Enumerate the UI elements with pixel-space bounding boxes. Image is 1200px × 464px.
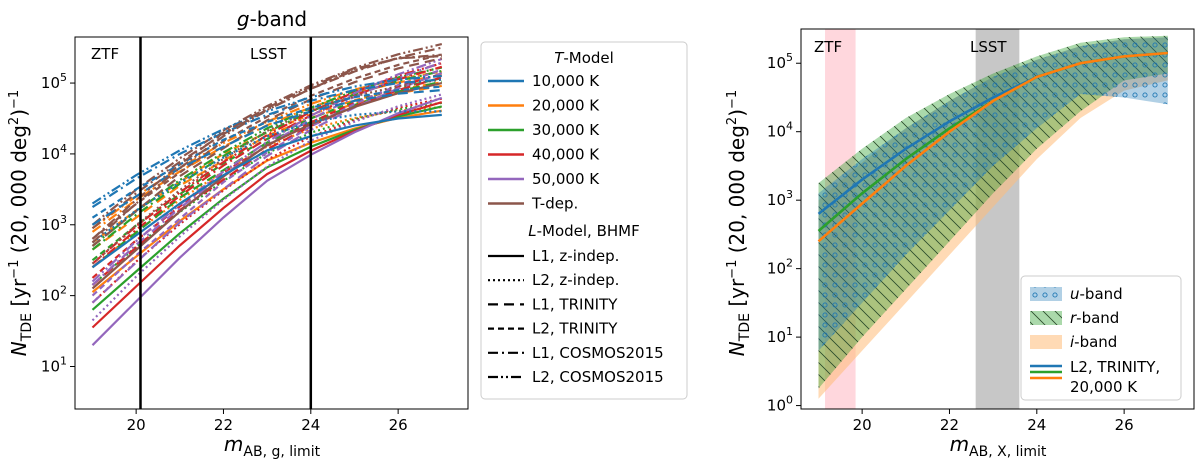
left-series-line (91, 72, 443, 304)
legend-temperature-label: 20,000 K (532, 97, 600, 115)
legend-band-label: u-band (1070, 285, 1123, 303)
left-series-line (91, 96, 443, 346)
legend-l-model-label: L1, TRINITY (532, 295, 618, 313)
left-y-tick-label: 104 (41, 142, 67, 163)
left-series-line (91, 55, 442, 244)
right-x-axis-label: mAB, X, limit (950, 432, 1047, 460)
left-x-axis-label: mAB, g, limit (224, 432, 321, 460)
left-x-tick-label: 22 (214, 416, 233, 434)
left-vline-label-lsst: LSST (250, 45, 287, 63)
left-y-tick-label: 102 (41, 284, 67, 305)
legend-temperature-label: 40,000 K (532, 146, 600, 164)
right-y-tick-label: 105 (767, 51, 793, 72)
left-title: g-band (237, 7, 307, 31)
left-y-tick-label: 103 (41, 213, 67, 234)
left-series-line (91, 78, 442, 209)
right-y-tick-label: 100 (767, 394, 793, 415)
right-axes-frame (800, 28, 1195, 410)
left-x-tick-label: 24 (301, 416, 320, 434)
legend-band-hatch (1030, 311, 1062, 325)
left-series-line (91, 43, 443, 226)
legend-l-model-label: L1, z-indep. (532, 247, 619, 265)
legend-l-model-entries: L1, z-indep. L2, z-indep. L1, TRINITY L2, T… (488, 247, 664, 386)
right-panel: 20 22 24 26 100 101 102 103 104 105 ZTF LSST mAB,… (725, 28, 1195, 460)
left-series-line (91, 101, 442, 286)
legend-temperature-label: 10,000 K (532, 72, 600, 90)
right-band-hatch (818, 35, 1168, 389)
legend-l-model-label: L2, TRINITY (532, 320, 618, 338)
right-x-tick-label: 22 (940, 416, 959, 434)
left-y-tick-label: 101 (41, 354, 67, 375)
left-vline-label-ztf: ZTF (91, 45, 119, 63)
right-span-label-lsst: LSST (970, 38, 1007, 56)
legend-band-swatch (1030, 335, 1062, 349)
left-series-line (91, 78, 442, 265)
legend-temperature-entries: 10,000 K 20,000 K 30,000 K 40,000 K 50,000 K… (488, 72, 600, 213)
left-series-line (91, 97, 443, 304)
right-x-tick-label: 24 (1027, 416, 1046, 434)
right-legend: u-band r-band i-band L2, TRINITY, 20,000 K (1020, 275, 1182, 401)
left-series-line (91, 93, 443, 322)
left-series-line (91, 57, 443, 283)
left-series-line (91, 110, 442, 244)
right-x-tick-label: 20 (853, 416, 872, 434)
right-x-tick-label: 26 (1115, 416, 1134, 434)
left-series-line (91, 89, 442, 226)
right-plot-area (817, 29, 1168, 409)
legend-band-hatch (1030, 287, 1062, 301)
legend-l-model-label: L2, z-indep. (532, 271, 619, 289)
legend-temperature-label: 50,000 K (532, 170, 600, 188)
right-y-axis-label: NTDE [yr−1 (20, 000 deg2)−1 (725, 90, 753, 356)
legend-line-label: 20,000 K (1070, 378, 1138, 396)
legend-l-model-label: L2, COSMOS2015 (532, 368, 664, 386)
right-y-tick-label: 103 (767, 188, 793, 209)
left-legend: T-Model 10,000 K 20,000 K 30,000 K 40,000 K… (480, 41, 688, 400)
legend-band-label: r-band (1070, 309, 1119, 327)
left-plot-area (91, 37, 443, 409)
legend-line-label: L2, TRINITY, (1070, 358, 1160, 376)
left-series-line (91, 57, 443, 247)
left-y-axis-label: NTDE [yr−1 (20, 000 deg2)−1 (7, 90, 35, 356)
legend-temperature-label: T-dep. (531, 195, 578, 213)
left-series-line (91, 113, 442, 269)
left-x-tick-label: 26 (389, 416, 408, 434)
legend-temperature-label: 30,000 K (532, 121, 600, 139)
left-axes-frame (74, 36, 469, 410)
left-series-line (91, 82, 443, 290)
left-y-tick-label: 105 (41, 71, 67, 92)
legend-l-title: L-Model, BHMF (528, 222, 639, 240)
legend-l-model-label: L1, COSMOS2015 (532, 344, 664, 362)
right-y-tick-label: 102 (767, 257, 793, 278)
right-series-line (817, 51, 1168, 243)
left-series-line (91, 74, 442, 205)
right-y-tick-label: 101 (767, 325, 793, 346)
left-series-line (91, 53, 443, 240)
right-y-tick-label: 104 (767, 120, 793, 141)
left-legend-frame (480, 41, 688, 400)
legend-band-entries: u-band r-band i-band L2, TRINITY, 20,000 K (1030, 285, 1160, 396)
left-ticks: 20 22 24 26 101 102 103 104 105 (41, 71, 408, 434)
right-span-label-ztf: ZTF (814, 38, 842, 56)
legend-band-label: i-band (1070, 333, 1117, 351)
right-legend-frame (1020, 275, 1182, 401)
left-x-tick-label: 20 (127, 416, 146, 434)
left-series-line (91, 68, 443, 297)
right-ticks: 20 22 24 26 100 101 102 103 104 105 (767, 51, 1134, 434)
legend-t-title: T-Model (554, 49, 614, 67)
